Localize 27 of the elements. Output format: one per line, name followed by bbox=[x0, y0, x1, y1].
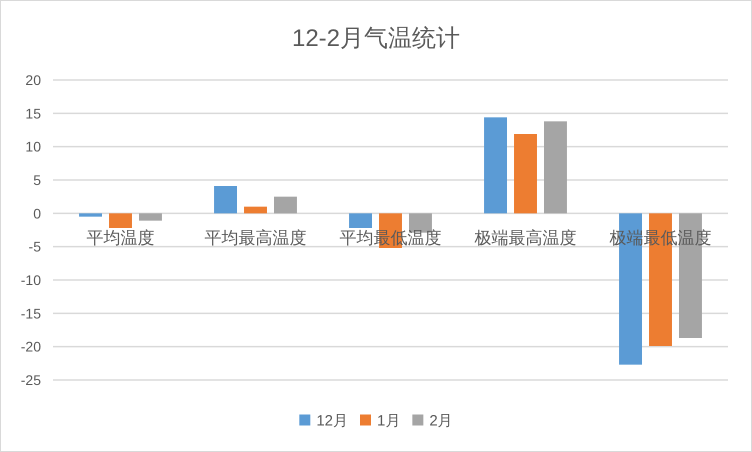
y-tick-label: 20 bbox=[25, 72, 42, 88]
bar bbox=[514, 134, 537, 214]
bar bbox=[274, 196, 297, 214]
bar bbox=[214, 186, 238, 214]
bar bbox=[484, 117, 508, 214]
x-tick-label: 极端最高温度 bbox=[474, 228, 576, 248]
bar bbox=[544, 121, 567, 214]
bar bbox=[79, 213, 102, 217]
y-tick-label: -15 bbox=[20, 305, 42, 322]
title: 12-2月气温统计 bbox=[292, 25, 460, 52]
y-tick-label: -10 bbox=[20, 272, 42, 288]
x-tick-label: 平均温度 bbox=[86, 228, 154, 248]
bar bbox=[244, 206, 267, 214]
legend-label: 1月 bbox=[377, 412, 400, 430]
legend-label: 2月 bbox=[429, 412, 453, 430]
bar bbox=[138, 213, 162, 221]
y-tick-label: -20 bbox=[20, 338, 42, 355]
y-tick-label: 0 bbox=[33, 205, 42, 222]
y-tick-label: 5 bbox=[33, 172, 42, 188]
y-tick-label: 10 bbox=[25, 138, 42, 155]
legend-label: 12月 bbox=[316, 412, 348, 430]
bar bbox=[109, 213, 132, 228]
bar bbox=[349, 213, 372, 228]
y-tick-label: 15 bbox=[25, 105, 42, 122]
y-tick-label: -5 bbox=[28, 238, 42, 255]
x-tick-label: 平均最高温度 bbox=[204, 228, 306, 248]
y-tick-label: -25 bbox=[20, 372, 42, 388]
